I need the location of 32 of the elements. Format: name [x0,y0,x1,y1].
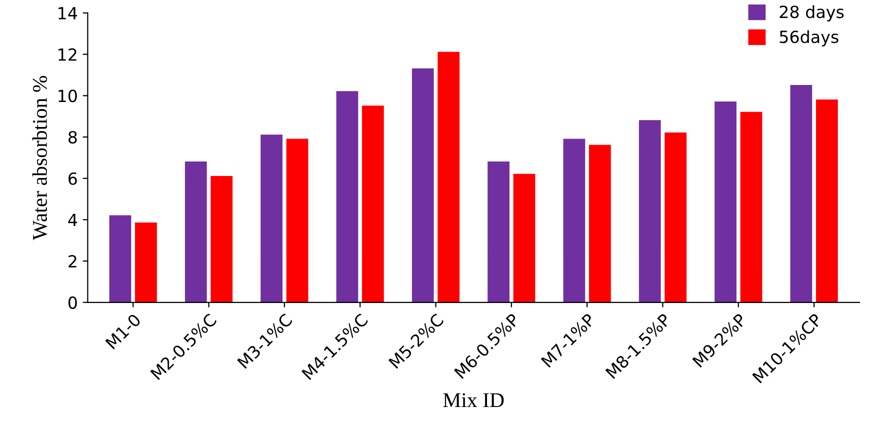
bar [210,176,233,302]
bar [513,174,536,302]
bar [588,144,611,302]
bar [740,112,762,302]
bar [362,106,384,302]
y-tick-label: 14 [58,7,78,20]
legend-label: 28 days [780,5,844,22]
bar [664,132,687,302]
y-axis-title: Water absorbtion % [32,76,48,240]
bar [638,120,661,302]
bar [184,161,207,302]
bar [790,84,812,302]
bar [816,99,838,302]
y-tick-label: 2 [68,255,76,268]
bar [488,161,510,302]
bar [714,102,736,302]
x-axis-title: Mix ID [443,393,504,408]
y-tick-label: 8 [68,130,77,144]
bar [135,222,157,302]
bar [286,138,308,302]
bar [260,134,283,302]
bar [336,91,358,302]
bar [109,215,132,302]
y-tick-label: 0 [68,296,77,309]
bar [563,138,586,302]
y-tick-label: 6 [68,172,77,185]
y-tick-label: 12 [58,48,76,61]
bar [438,52,460,302]
y-tick-label: 4 [68,214,78,226]
bar [412,68,434,302]
legend-label: 56days [780,30,838,46]
y-tick-label: 10 [58,90,77,102]
